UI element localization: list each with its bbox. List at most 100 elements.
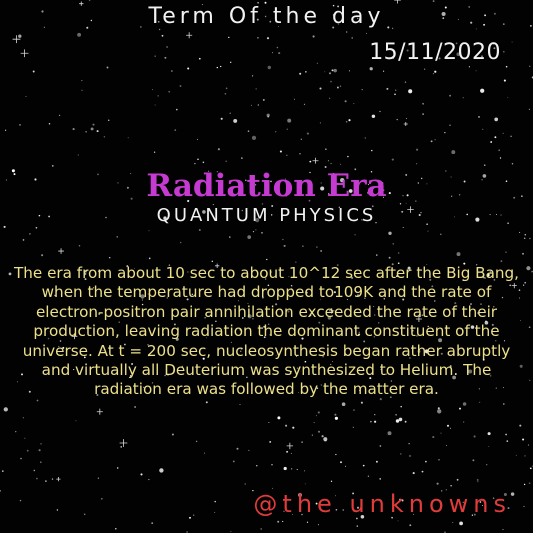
star: [336, 264, 339, 267]
star: [28, 390, 31, 393]
star: [290, 452, 292, 454]
star: [333, 291, 336, 294]
star: [141, 299, 143, 301]
sparkle-star: [12, 35, 21, 44]
star: [240, 350, 242, 352]
star: [492, 497, 495, 499]
star: [316, 415, 318, 417]
star: [252, 489, 254, 492]
star: [421, 470, 424, 473]
star: [308, 187, 310, 189]
star: [459, 194, 461, 196]
star: [468, 6, 471, 8]
star: [422, 113, 424, 115]
star: [361, 219, 363, 221]
star: [124, 343, 126, 346]
star: [397, 262, 400, 265]
star: [395, 413, 397, 416]
star: [148, 230, 150, 232]
star: [493, 279, 496, 281]
star: [369, 215, 372, 218]
star: [320, 250, 322, 252]
star: [400, 405, 402, 408]
star: [312, 35, 315, 38]
star: [369, 377, 372, 380]
sparkle-star: [415, 316, 422, 323]
star: [379, 445, 382, 447]
star: [202, 357, 205, 360]
star: [342, 509, 344, 511]
star: [431, 285, 434, 288]
star: [476, 264, 478, 266]
star: [441, 11, 446, 17]
star: [492, 43, 495, 45]
star: [320, 182, 322, 184]
star: [507, 97, 509, 99]
star: [375, 460, 378, 463]
star: [247, 302, 249, 304]
star: [438, 459, 440, 461]
star: [511, 41, 513, 43]
star: [348, 119, 351, 122]
star: [88, 0, 91, 2]
star: [451, 195, 453, 197]
star: [489, 375, 492, 377]
term-definition: The era from about 10 sec to about 10^12…: [14, 264, 519, 399]
star: [143, 386, 145, 388]
star: [481, 179, 483, 181]
star: [502, 132, 504, 135]
star: [25, 96, 27, 97]
star: [35, 226, 38, 229]
star: [396, 118, 398, 121]
star: [22, 239, 25, 241]
star: [269, 271, 272, 273]
star: [450, 176, 452, 178]
star: [383, 189, 385, 191]
star: [391, 498, 394, 501]
star: [186, 298, 189, 301]
star: [505, 180, 508, 182]
star: [506, 440, 509, 442]
star: [313, 421, 315, 423]
star: [530, 25, 532, 27]
star: [154, 55, 156, 57]
star: [264, 15, 267, 18]
star: [108, 256, 111, 259]
star: [470, 21, 473, 24]
star: [292, 426, 295, 429]
star: [204, 317, 206, 319]
star: [529, 379, 531, 381]
star: [164, 374, 166, 377]
star: [379, 478, 381, 480]
star: [365, 32, 367, 34]
star: [197, 158, 199, 160]
star: [468, 66, 470, 68]
star: [493, 12, 496, 15]
star: [522, 438, 525, 441]
star: [3, 225, 6, 228]
star: [481, 504, 484, 507]
star: [408, 89, 413, 94]
star: [201, 3, 203, 6]
star: [445, 170, 447, 172]
star: [197, 139, 199, 140]
star: [230, 341, 233, 344]
star: [438, 57, 441, 60]
star: [251, 180, 253, 183]
star: [456, 252, 461, 257]
star: [320, 186, 325, 191]
star: [482, 128, 484, 130]
star: [371, 205, 374, 208]
term-name: Radiation Era: [146, 168, 387, 204]
star: [397, 520, 399, 522]
star: [406, 49, 409, 52]
star: [392, 57, 394, 60]
star: [296, 468, 298, 471]
star: [345, 121, 348, 123]
star: [252, 317, 254, 320]
star: [260, 528, 262, 530]
star: [388, 256, 391, 259]
sparkle-star: [403, 122, 408, 127]
star: [333, 68, 337, 73]
